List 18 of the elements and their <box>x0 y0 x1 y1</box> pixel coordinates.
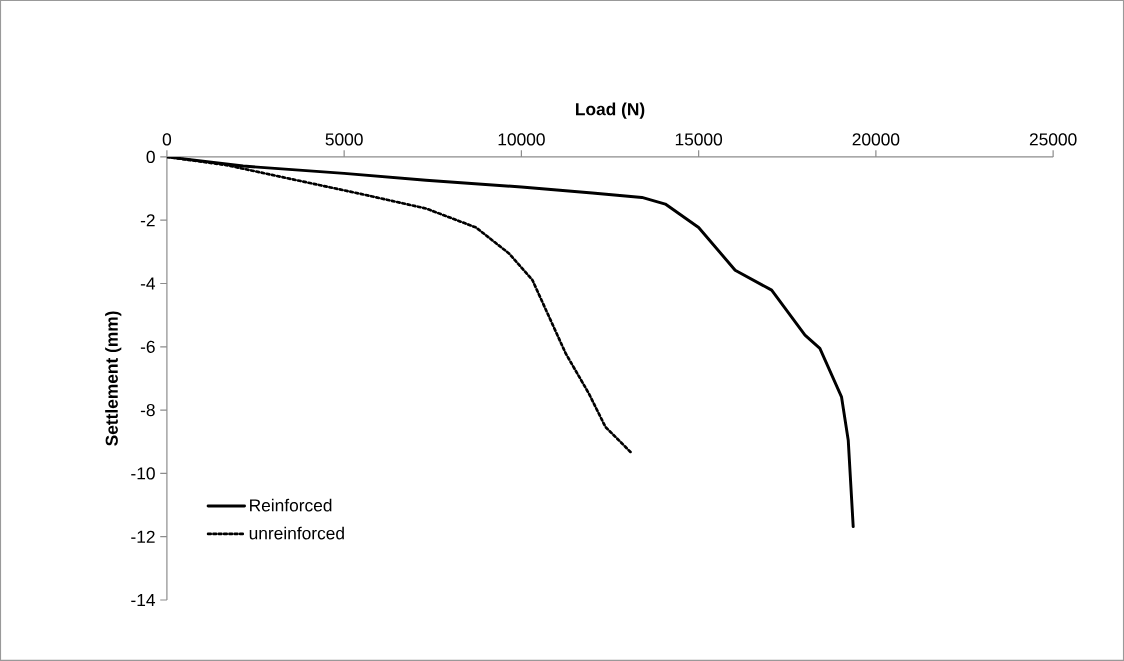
x-tick-label: 15000 <box>675 133 723 146</box>
x-tick-label: 20000 <box>852 133 900 146</box>
y-tick-label: -8 <box>140 404 155 417</box>
x-tick-label: 10000 <box>498 133 545 146</box>
y-tick-label: 0 <box>146 150 155 164</box>
y-tick-label: -12 <box>131 530 155 543</box>
x-tick-label: 0 <box>162 133 172 146</box>
x-axis-title: Load (N) <box>576 102 645 119</box>
y-axis-title: Settlement (mm) <box>105 311 122 446</box>
y-tick-label: -14 <box>131 594 156 607</box>
legend-label: unreinforced <box>249 526 344 540</box>
y-tick-label: -6 <box>140 340 155 353</box>
x-tick-label: 25000 <box>1029 133 1077 146</box>
y-tick-label: -4 <box>140 277 156 290</box>
x-tick-label: 5000 <box>325 133 363 146</box>
y-tick-label: -2 <box>140 214 155 227</box>
y-tick-label: -10 <box>131 467 155 480</box>
legend-label: Reinforced <box>250 498 332 512</box>
